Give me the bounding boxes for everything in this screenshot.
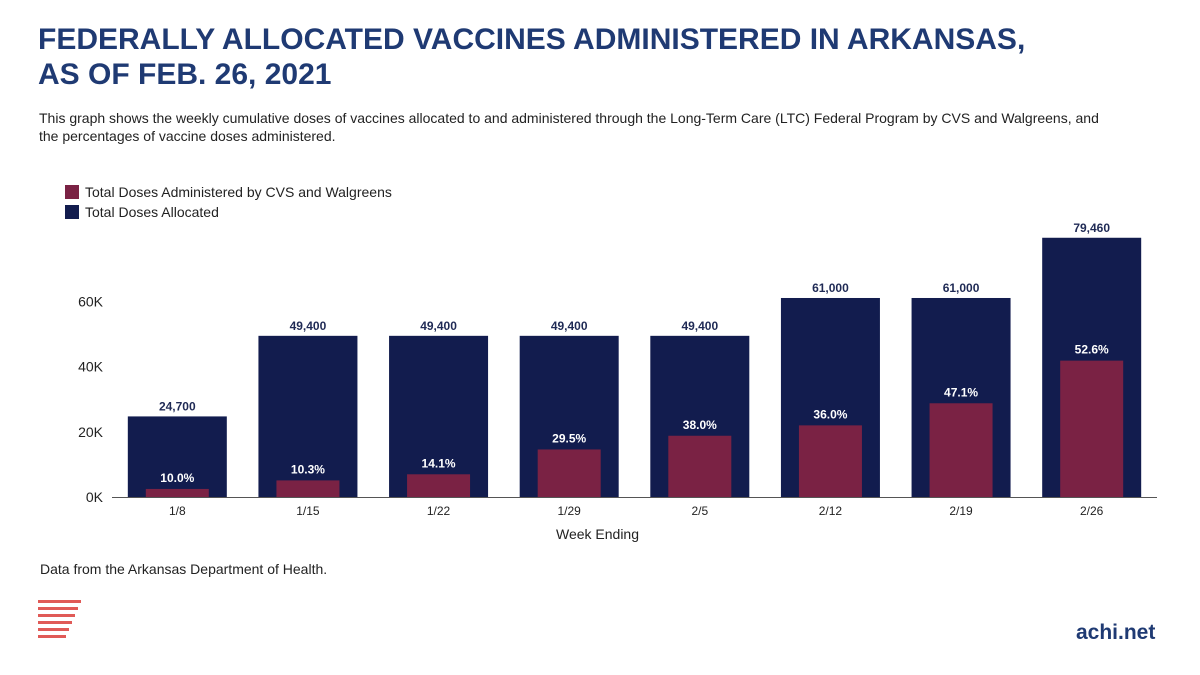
chart-subtitle: This graph shows the weekly cumulative d… bbox=[39, 110, 1099, 144]
legend-item-administered: Total Doses Administered by CVS and Walg… bbox=[65, 182, 392, 202]
data-label-administered: 47.1% bbox=[944, 385, 978, 399]
data-label-allocated: 49,400 bbox=[681, 319, 718, 333]
x-tick-label: 2/5 bbox=[691, 504, 708, 518]
x-tick-label: 2/19 bbox=[949, 504, 973, 518]
bar-allocated bbox=[127, 416, 227, 497]
data-label-administered: 29.5% bbox=[552, 431, 586, 445]
bar-administered bbox=[407, 474, 471, 497]
bar-allocated bbox=[258, 335, 358, 497]
x-tick-label: 1/15 bbox=[296, 504, 320, 518]
bar-administered bbox=[798, 425, 862, 497]
bar-allocated bbox=[389, 335, 489, 497]
x-tick-label: 1/8 bbox=[169, 504, 186, 518]
data-label-administered: 14.1% bbox=[422, 456, 456, 470]
data-label-administered: 10.0% bbox=[160, 471, 194, 485]
data-label-administered: 10.3% bbox=[291, 462, 325, 476]
brand-link[interactable]: achi.net bbox=[1076, 621, 1156, 644]
data-label-allocated: 79,460 bbox=[1073, 221, 1110, 235]
bar-administered bbox=[276, 480, 340, 497]
legend-swatch-allocated bbox=[65, 205, 79, 219]
legend-label-allocated: Total Doses Allocated bbox=[85, 204, 219, 220]
bar-administered bbox=[929, 403, 993, 497]
y-tick-label: 40K bbox=[78, 359, 104, 375]
bar-administered bbox=[145, 488, 209, 497]
legend-swatch-administered bbox=[65, 185, 79, 199]
data-label-allocated: 49,400 bbox=[290, 319, 327, 333]
source-note: Data from the Arkansas Department of Hea… bbox=[40, 561, 328, 577]
chart-title: FEDERALLY ALLOCATED VACCINES ADMINISTERE… bbox=[38, 22, 1168, 92]
data-label-allocated: 49,400 bbox=[420, 319, 457, 333]
chart-title-line-1: FEDERALLY ALLOCATED VACCINES ADMINISTERE… bbox=[38, 23, 1026, 56]
data-label-allocated: 49,400 bbox=[551, 319, 588, 333]
chart-legend: Total Doses Administered by CVS and Walg… bbox=[65, 182, 392, 222]
x-tick-label: 2/12 bbox=[819, 504, 843, 518]
legend-label-administered: Total Doses Administered by CVS and Walg… bbox=[85, 184, 392, 200]
bar-administered bbox=[668, 435, 732, 497]
achi-logo-icon bbox=[38, 599, 82, 643]
y-tick-label: 20K bbox=[78, 424, 104, 440]
data-label-administered: 36.0% bbox=[813, 407, 847, 421]
data-label-allocated: 61,000 bbox=[943, 281, 980, 295]
bar-administered bbox=[1060, 360, 1124, 497]
x-tick-label: 1/22 bbox=[427, 504, 451, 518]
data-label-allocated: 24,700 bbox=[159, 399, 196, 413]
y-tick-label: 60K bbox=[78, 293, 104, 309]
x-tick-label: 1/29 bbox=[558, 504, 582, 518]
y-tick-label: 0K bbox=[86, 489, 104, 505]
x-tick-label: 2/26 bbox=[1080, 504, 1104, 518]
chart-title-line-2: AS OF FEB. 26, 2021 bbox=[38, 58, 332, 91]
x-axis-title: Week Ending bbox=[556, 526, 639, 542]
data-label-administered: 38.0% bbox=[683, 418, 717, 432]
bar-administered bbox=[537, 449, 601, 497]
data-label-allocated: 61,000 bbox=[812, 281, 849, 295]
bar-chart: 0K 20K 40K 60K 24,700 10.0% 1/8 49,400 10.3% 1/15… bbox=[78, 221, 1157, 542]
data-label-administered: 52.6% bbox=[1075, 343, 1109, 357]
legend-item-allocated: Total Doses Allocated bbox=[65, 202, 392, 222]
